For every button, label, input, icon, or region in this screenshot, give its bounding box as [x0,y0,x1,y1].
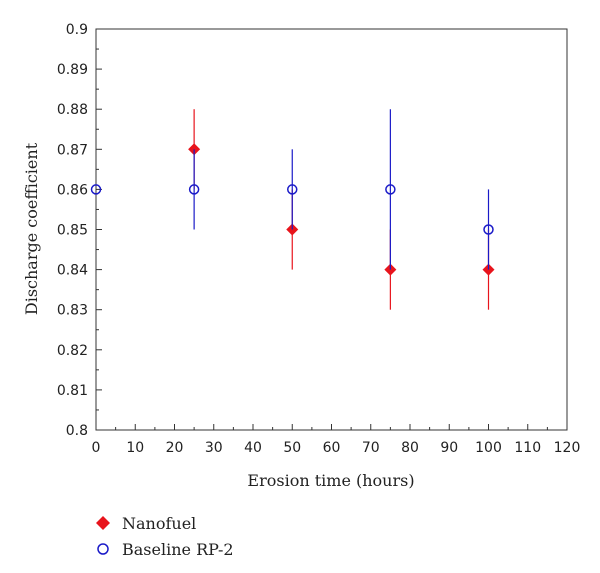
y-tick-label: 0.8 [66,423,88,439]
legend-item-nanofuel: Nanofuel [96,510,234,536]
y-tick-label: 0.85 [57,223,88,239]
data-point-circle [188,184,200,195]
legend-diamond-icon [96,516,110,530]
x-tick-label: 30 [205,440,223,456]
data-point-circle [287,184,298,195]
y-axis-ticks: 0.8 0.81 0.82 0.83 0.84 0.85 0.86 0.87 0.88 0.89 0… [57,22,102,439]
legend: Nanofuel Baseline RP-2 [96,510,234,562]
series-nanofuel [188,109,495,310]
x-axis-label: Erosion time (hours) [247,471,414,490]
y-tick-label: 0.89 [57,62,88,78]
y-tick-label: 0.86 [57,182,88,198]
x-tick-label: 80 [401,440,419,456]
x-tick-label: 120 [554,440,581,456]
x-tick-label: 40 [244,440,262,456]
y-tick-label: 0.87 [57,142,88,158]
plot-frame [95,28,568,431]
plot-axes [95,28,568,431]
x-tick-label: 60 [323,440,341,456]
legend-label-nanofuel: Nanofuel [122,513,197,533]
series-layer [90,109,495,310]
data-point-circle [385,184,396,195]
legend-circle-icon [96,542,110,556]
y-tick-label: 0.84 [57,263,88,279]
x-tick-label: 0 [92,440,101,456]
x-tick-label: 70 [362,440,380,456]
data-point-circle [483,224,494,235]
x-tick-label: 90 [440,440,458,456]
y-tick-label: 0.9 [66,22,88,38]
x-axis-ticks: 0 10 20 30 40 50 60 70 80 90 100 110 120 [92,424,581,456]
x-tick-label: 10 [126,440,144,456]
x-tick-label: 20 [166,440,184,456]
legend-item-baseline: Baseline RP-2 [96,536,234,562]
y-tick-label: 0.88 [57,102,88,118]
y-tick-label: 0.82 [57,343,88,359]
y-axis-label: Discharge coefficient [22,142,41,315]
x-tick-label: 110 [514,440,541,456]
series-baseline [90,109,494,270]
x-tick-label: 50 [283,440,301,456]
x-tick-label: 100 [475,440,502,456]
y-tick-label: 0.83 [57,303,88,319]
y-tick-label: 0.81 [57,383,88,399]
legend-label-baseline: Baseline RP-2 [122,539,234,559]
data-point-circle [90,184,102,195]
